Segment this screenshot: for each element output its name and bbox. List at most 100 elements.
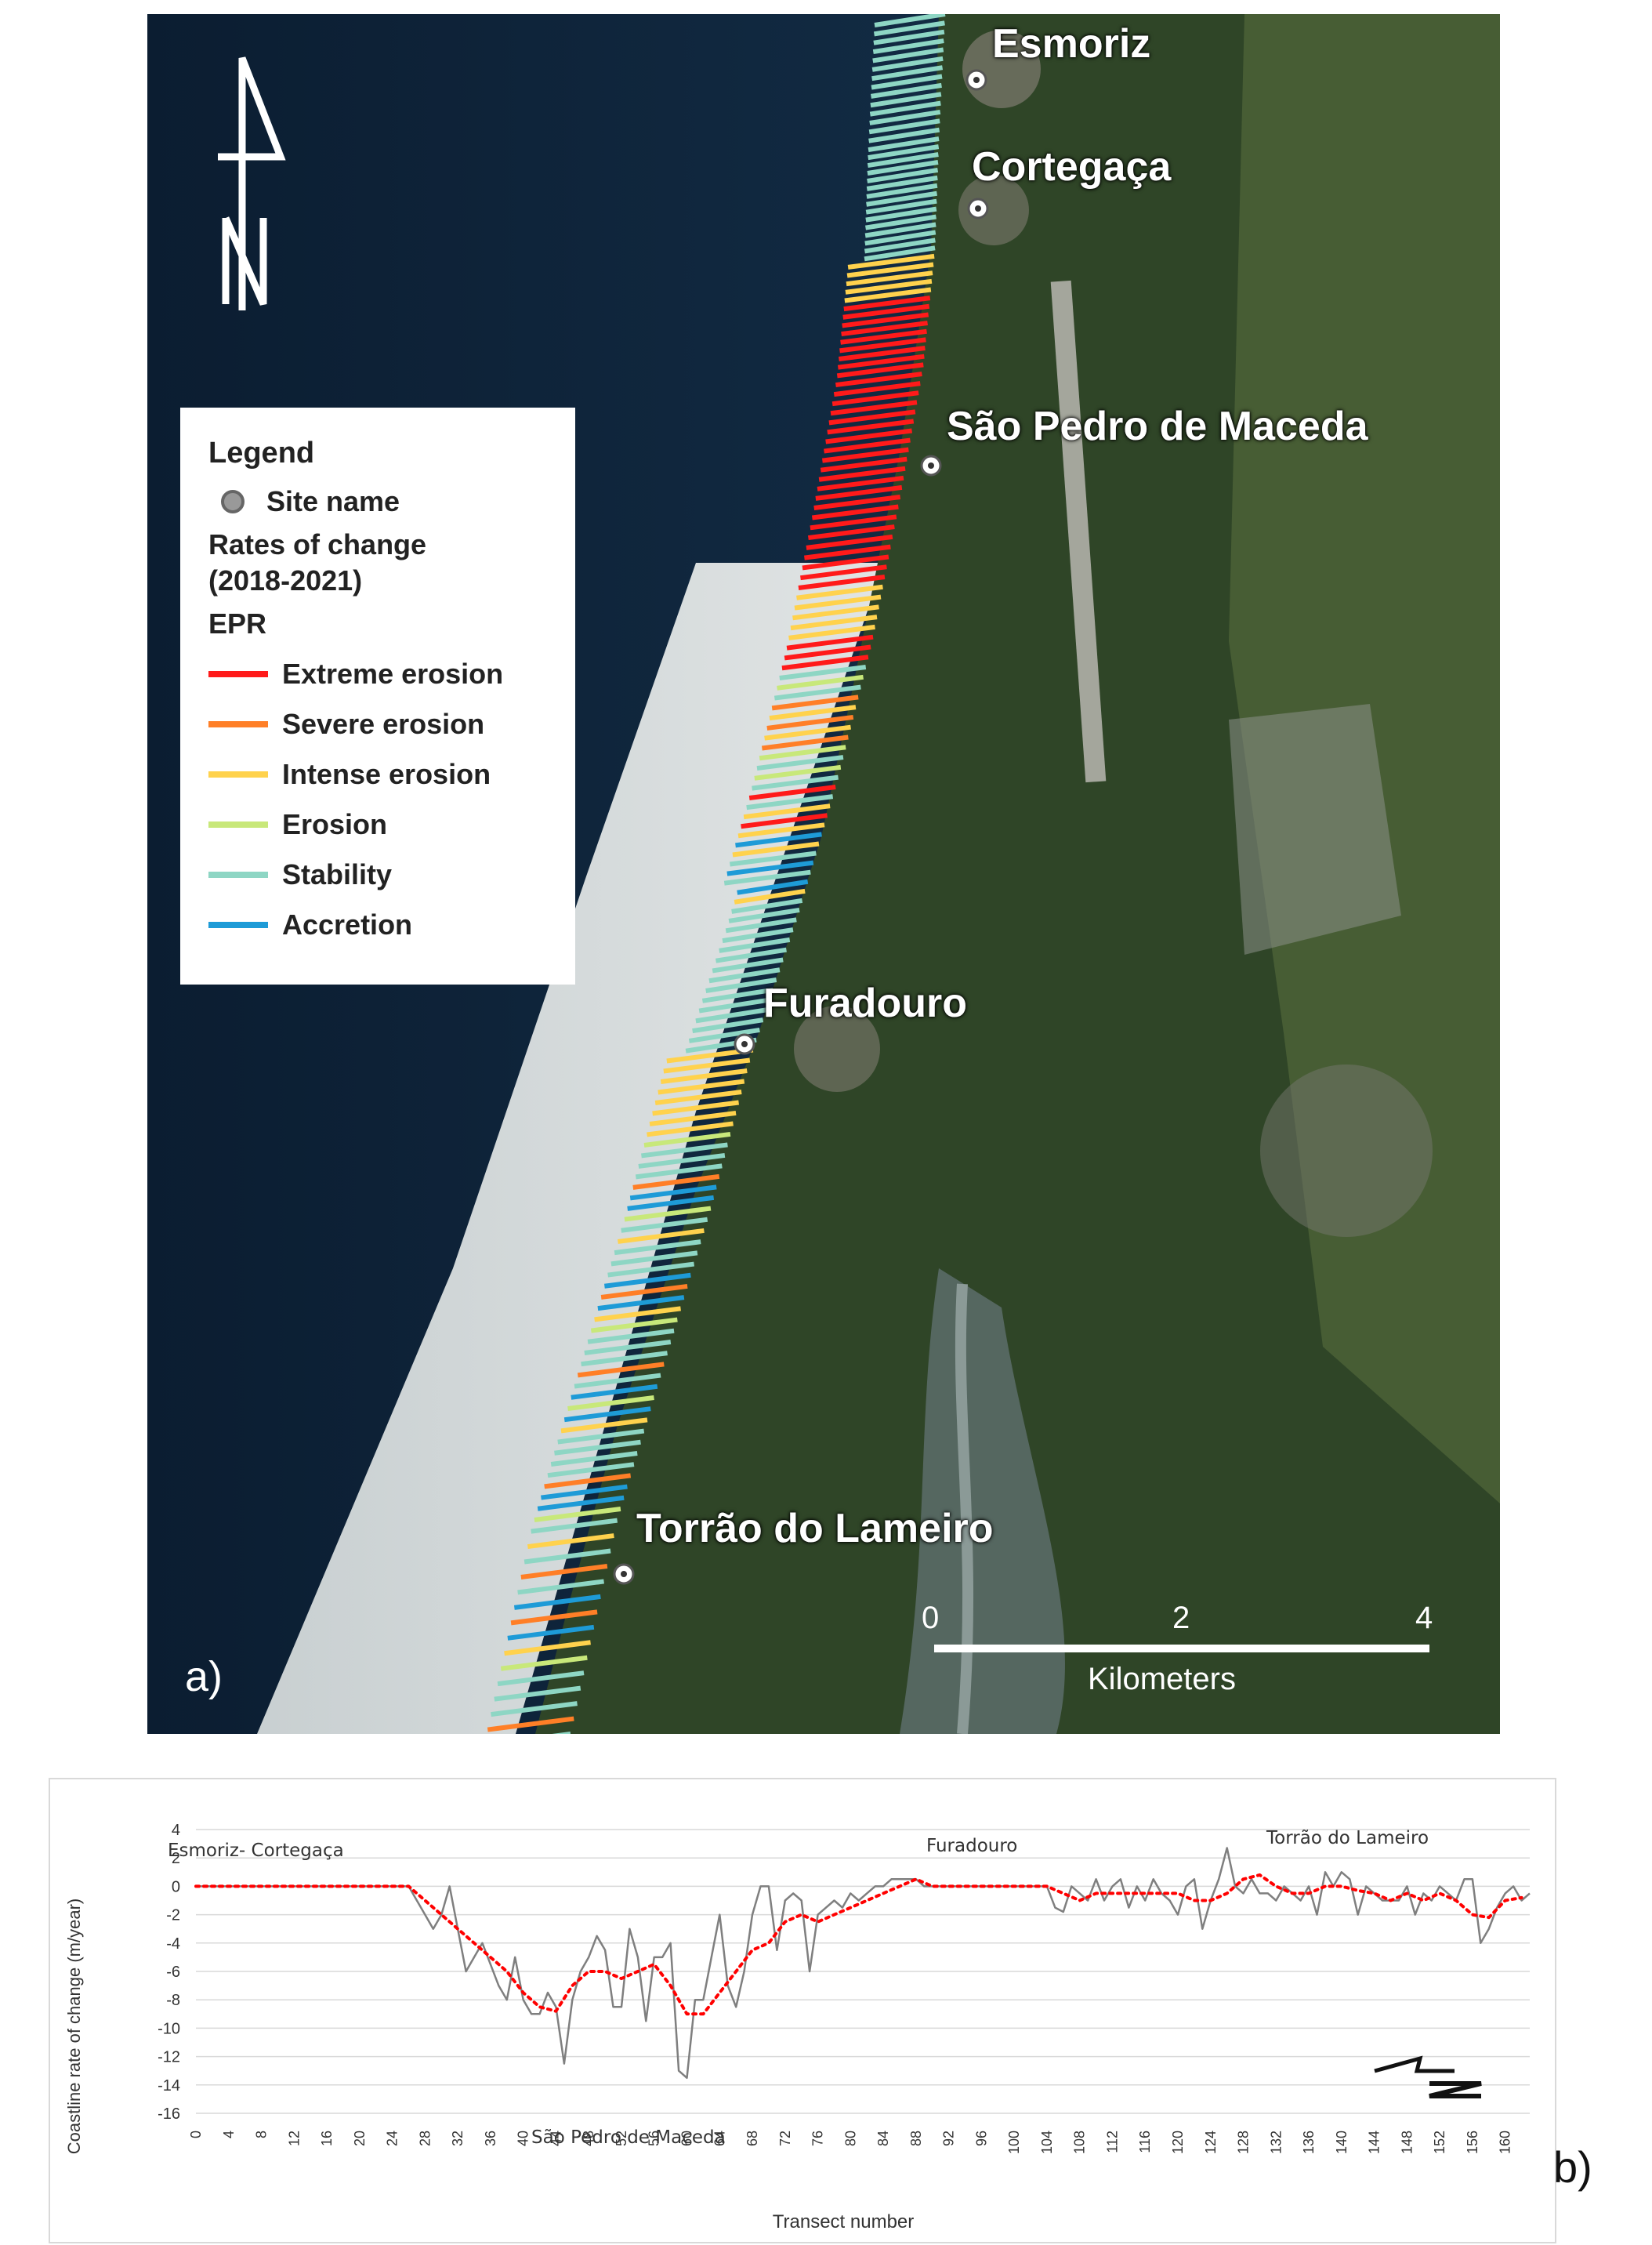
series-line-1: [194, 1873, 1523, 2016]
x-tick-label: 16: [319, 2131, 335, 2146]
estuary: [900, 1268, 1065, 1734]
y-tick-label: 4: [172, 1822, 180, 1839]
legend-class-label: Erosion: [282, 808, 388, 840]
x-tick-label: 44: [548, 2131, 563, 2146]
legend-swatch: [208, 821, 268, 828]
legend-swatch: [208, 872, 268, 878]
x-tick-label: 132: [1268, 2131, 1284, 2154]
x-tick-label: 60: [679, 2131, 695, 2146]
legend-swatch: [208, 922, 268, 928]
x-tick-label: 8: [254, 2131, 270, 2138]
x-tick-label: 128: [1236, 2131, 1252, 2154]
x-tick-label: 108: [1072, 2131, 1088, 2154]
legend-class-3: Erosion: [208, 800, 575, 850]
x-tick-label: 92: [941, 2131, 957, 2146]
x-tick-label: 112: [1104, 2131, 1120, 2153]
x-tick-label: 160: [1498, 2131, 1513, 2154]
x-tick-label: 20: [352, 2131, 368, 2146]
town-cortegaca: [958, 175, 1029, 245]
x-tick-label: 152: [1432, 2131, 1447, 2154]
town-ovar: [1260, 1064, 1433, 1237]
x-tick-label: 116: [1137, 2131, 1153, 2153]
y-tick-label: -14: [158, 2077, 180, 2094]
legend-site-row: Site name: [208, 477, 575, 527]
rate-of-change-chart: 420-2-4-6-8-10-12-14-16 0 4 8 12 16 20 24 28 32 3…: [64, 1822, 1531, 2232]
x-tick-label: 96: [973, 2131, 989, 2146]
site-marker-icon: [734, 1033, 755, 1055]
site-label-torrao: Torrão do Lameiro: [636, 1506, 994, 1551]
legend-class-label: Intense erosion: [282, 758, 491, 790]
x-tick-label: 40: [516, 2131, 531, 2146]
x-tick-label: 104: [1039, 2131, 1055, 2154]
north-arrow-icon: [218, 56, 286, 310]
x-tick-label: 140: [1334, 2131, 1349, 2154]
site-marker-icon: [920, 455, 942, 477]
panel-a-label: a): [185, 1653, 223, 1700]
x-tick-label: 100: [1006, 2131, 1022, 2154]
annotation-torrao: Torrão do Lameiro: [1266, 1828, 1429, 1848]
x-tick-label: 0: [188, 2131, 204, 2138]
industrial-area: [1229, 704, 1401, 955]
estuary-channel: [955, 1283, 974, 1734]
x-axis-label: Transect number: [773, 2211, 915, 2232]
x-tick-label: 36: [483, 2131, 498, 2146]
chart-gridlines: [196, 1829, 1530, 2114]
legend-index-label: EPR: [208, 607, 267, 640]
map-legend: Legend Site name Rates of change (2018-2…: [180, 408, 575, 985]
scale-tick-4: 4: [1415, 1601, 1433, 1635]
y-tick-label: -12: [158, 2049, 180, 2066]
annotation-furadouro: Furadouro: [926, 1836, 1017, 1856]
site-label-esmoriz: Esmoriz: [992, 21, 1151, 67]
site-label-sao-pedro: São Pedro de Maceda: [947, 404, 1368, 449]
x-tick-label: 24: [385, 2131, 400, 2146]
x-tick-label: 148: [1399, 2131, 1415, 2154]
site-label-furadouro: Furadouro: [763, 981, 967, 1026]
legend-swatch: [208, 671, 268, 677]
y-tick-labels: 4 2 0 -2 -4 -6 -8 -10 -12 -14 -16: [158, 1822, 180, 2123]
x-tick-label: 4: [221, 2131, 237, 2138]
legend-class-label: Extreme erosion: [282, 658, 504, 690]
y-tick-label: 2: [172, 1850, 180, 1867]
town-furadouro: [794, 1006, 880, 1092]
x-tick-label: 76: [810, 2131, 826, 2146]
transect-lines: [487, 14, 946, 1734]
annotation-esmoriz-cortegaca: Esmoriz- Cortegaça: [168, 1841, 344, 1861]
legend-swatch: [208, 721, 268, 727]
panel-b-label: b): [1553, 2142, 1592, 2192]
x-tick-label: 136: [1301, 2131, 1317, 2154]
scale-tick-0: 0: [922, 1601, 940, 1635]
legend-class-2: Intense erosion: [208, 749, 575, 800]
y-tick-label: -16: [158, 2105, 180, 2123]
legend-class-1: Severe erosion: [208, 699, 575, 749]
x-tick-label: 156: [1465, 2131, 1480, 2154]
site-marker-icon: [965, 69, 987, 91]
scale-tick-2: 2: [1172, 1601, 1190, 1635]
map-panel: Esmoriz Cortegaça São Pedro de Maceda Fu…: [147, 14, 1500, 1734]
x-tick-labels: 0 4 8 12 16 20 24 28 32 36 40 44 48 52 56 60 64 68 72 76 80 8…: [188, 2131, 1513, 2154]
site-label-cortegaca: Cortegaça: [972, 144, 1172, 190]
legend-site-label: Site name: [266, 485, 400, 517]
chart-panel: 4 2 0 -2 -4 -6 -8 -10 -12 -14 -16 0 4 8 12 16 20 24 28 32 3…: [49, 1778, 1556, 2243]
legend-subtitle-2: (2018-2021): [208, 564, 363, 597]
site-marker-icon: [221, 490, 245, 513]
legend-class-label: Severe erosion: [282, 708, 485, 740]
y-tick-label: -4: [166, 1935, 180, 1953]
north-arrow-icon: [1374, 2055, 1482, 2098]
legend-class-5: Accretion: [208, 900, 575, 950]
x-tick-label: 32: [450, 2131, 466, 2146]
x-tick-label: 124: [1203, 2131, 1219, 2154]
legend-title: Legend: [208, 436, 315, 470]
y-tick-label: -6: [166, 1964, 180, 1981]
site-marker-icon: [613, 1563, 635, 1585]
x-tick-label: 56: [647, 2131, 662, 2146]
x-tick-label: 72: [777, 2131, 793, 2146]
x-tick-label: 28: [417, 2131, 433, 2146]
x-tick-label: 64: [712, 2131, 727, 2146]
legend-class-label: Accretion: [282, 909, 413, 941]
site-marker-icon: [967, 198, 989, 219]
x-tick-label: 68: [744, 2131, 760, 2146]
x-tick-label: 52: [614, 2131, 629, 2146]
legend-subtitle-1: Rates of change: [208, 528, 427, 560]
y-tick-label: -8: [166, 1992, 180, 2009]
scale-bar: [934, 1645, 1429, 1652]
